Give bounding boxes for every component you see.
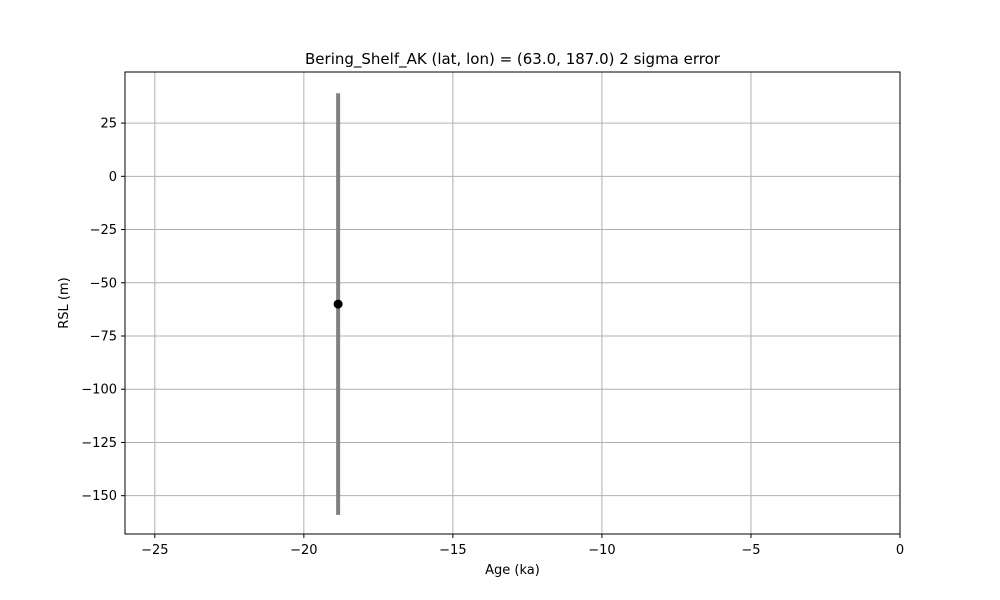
x-tick-label: −15 — [439, 543, 466, 558]
x-tick-label: −5 — [741, 543, 760, 558]
x-tick-label: −10 — [588, 543, 615, 558]
x-tick-label: 0 — [896, 543, 904, 558]
chart-title: Bering_Shelf_AK (lat, lon) = (63.0, 187.… — [305, 50, 721, 69]
x-tick-label: −20 — [290, 543, 317, 558]
y-tick-label: −75 — [90, 330, 117, 345]
x-tick-label: −25 — [141, 543, 168, 558]
y-tick-label: −50 — [90, 276, 117, 291]
y-tick-label: 25 — [100, 117, 117, 132]
y-tick-label: −25 — [90, 223, 117, 238]
y-axis-label: RSL (m) — [57, 277, 72, 328]
data-point — [333, 299, 343, 309]
y-tick-label: −100 — [81, 383, 117, 398]
x-axis-label: Age (ka) — [485, 563, 540, 578]
data-layer — [333, 93, 343, 515]
y-tick-label: −150 — [81, 489, 117, 504]
y-tick-label: 0 — [109, 170, 117, 185]
y-tick-label: −125 — [81, 436, 117, 451]
plot-frame — [124, 71, 901, 535]
